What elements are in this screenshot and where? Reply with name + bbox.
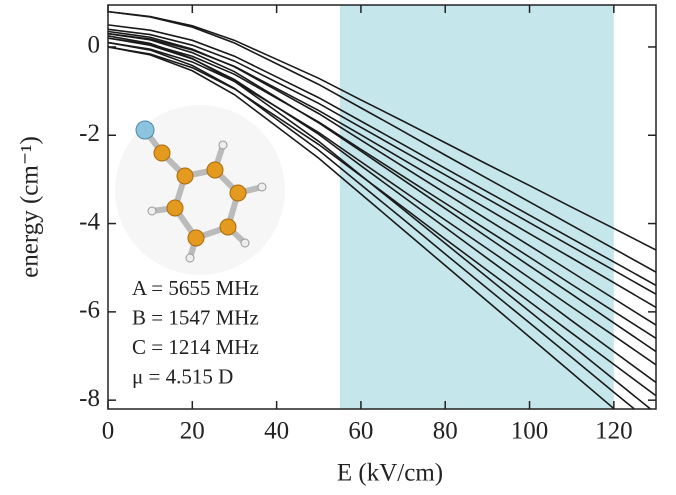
y-tick-label: -2 — [79, 120, 100, 147]
annotation: C = 1214 MHz — [132, 335, 259, 359]
energy-curve — [108, 41, 636, 409]
y-tick-label: -6 — [79, 297, 100, 324]
energy-curve — [108, 28, 656, 295]
annotation: μ = 4.515 D — [132, 364, 233, 388]
energy-curve — [108, 35, 652, 409]
lines-layer — [108, 10, 656, 409]
energy-curve — [108, 10, 656, 251]
y-axis-label: energy (cm⁻¹) — [17, 136, 44, 278]
annotation: A = 5655 MHz — [132, 276, 259, 300]
x-axis-label: E (kV/cm) — [337, 460, 443, 487]
energy-curve — [108, 32, 656, 353]
y-tick-label: 0 — [88, 32, 101, 59]
x-tick-label: 40 — [264, 418, 289, 445]
x-tick-label: 80 — [433, 418, 458, 445]
energy-curve — [108, 37, 656, 340]
energy-curve — [108, 24, 656, 287]
x-tick-label: 60 — [348, 418, 373, 445]
energy-curve — [108, 30, 656, 326]
plot-frame — [107, 4, 657, 410]
energy-curve — [108, 41, 656, 366]
x-tick-label: 20 — [180, 418, 205, 445]
y-tick-label: -4 — [79, 208, 100, 235]
molecule-image — [115, 105, 285, 275]
energy-curve — [108, 46, 616, 409]
x-tick-label: 120 — [595, 418, 633, 445]
x-tick-label: 100 — [511, 418, 549, 445]
annotation: B = 1547 MHz — [132, 305, 259, 329]
y-tick-label: -8 — [79, 385, 100, 412]
x-tick-label: 0 — [102, 418, 115, 445]
energy-curve — [108, 10, 656, 273]
